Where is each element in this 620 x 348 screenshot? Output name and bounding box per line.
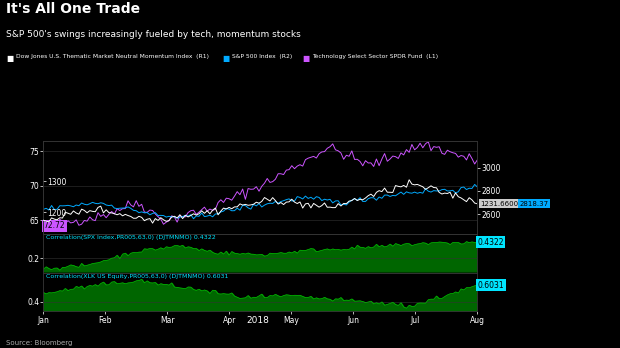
- Text: S&P 500 Index  (R2): S&P 500 Index (R2): [232, 54, 293, 59]
- Text: Technology Select Sector SPDR Fund  (L1): Technology Select Sector SPDR Fund (L1): [312, 54, 438, 59]
- Text: 1231.6600: 1231.6600: [480, 200, 518, 207]
- Text: ■: ■: [222, 54, 229, 63]
- Text: Correlation(SPX Index,PR005,63,0) (DJTMNMO) 0.4322: Correlation(SPX Index,PR005,63,0) (DJTMN…: [46, 235, 215, 240]
- Text: 0.4322: 0.4322: [477, 238, 504, 247]
- Text: ■: ■: [6, 54, 14, 63]
- Text: 72.72: 72.72: [43, 221, 65, 230]
- Text: It's All One Trade: It's All One Trade: [6, 2, 140, 16]
- Text: 2018: 2018: [246, 316, 268, 325]
- Text: Source: Bloomberg: Source: Bloomberg: [6, 340, 73, 346]
- Text: Dow Jones U.S. Thematic Market Neutral Momentum Index  (R1): Dow Jones U.S. Thematic Market Neutral M…: [16, 54, 209, 59]
- Text: ■: ■: [302, 54, 309, 63]
- Text: 2818.37: 2818.37: [520, 200, 549, 207]
- Text: S&P 500's swings increasingly fueled by tech, momentum stocks: S&P 500's swings increasingly fueled by …: [6, 30, 301, 39]
- Text: Correlation(XLK US Equity,PR005,63,0) (DJTMNMO) 0.6031: Correlation(XLK US Equity,PR005,63,0) (D…: [46, 274, 228, 279]
- Text: 0.6031: 0.6031: [477, 280, 504, 290]
